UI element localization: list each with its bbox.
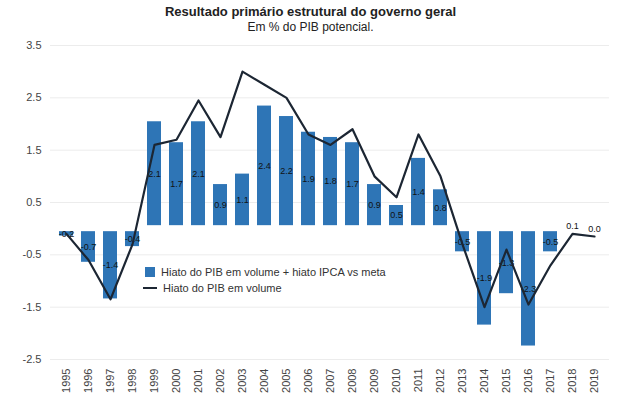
svg-text:1.9: 1.9 [302,174,315,184]
svg-text:-2.5: -2.5 [23,353,42,365]
svg-text:-0.2: -0.2 [58,228,75,239]
svg-text:2011: 2011 [412,369,424,393]
svg-text:1.8: 1.8 [324,176,337,186]
svg-text:2003: 2003 [236,369,248,393]
svg-text:2001: 2001 [192,369,204,393]
svg-text:2007: 2007 [324,369,336,393]
svg-text:2005: 2005 [280,369,292,393]
svg-text:2012: 2012 [434,369,446,393]
svg-text:-0.4: -0.4 [124,234,141,244]
svg-text:1997: 1997 [104,369,116,393]
svg-text:2017: 2017 [544,369,556,393]
svg-text:2.5: 2.5 [26,91,41,103]
svg-text:0.9: 0.9 [368,200,381,210]
html-text:Em % do PIB potencial.: Em % do PIB potencial. [247,20,374,34]
svg-text:0.5: 0.5 [390,210,403,220]
svg-text:2.1: 2.1 [192,169,205,179]
svg-text:-0.7: -0.7 [81,242,97,252]
svg-text:2000: 2000 [170,369,182,393]
svg-text:-0.5: -0.5 [23,248,42,260]
svg-text:2016: 2016 [522,369,534,393]
svg-text:1996: 1996 [82,369,94,393]
svg-text:2019: 2019 [588,369,600,393]
svg-text:2002: 2002 [214,369,226,393]
svg-text:-1.4: -1.4 [103,260,119,270]
svg-text:-2.3: -2.3 [520,283,537,294]
svg-text:2.1: 2.1 [148,169,161,179]
html-text:Resultado primário estrutural: Resultado primário estrutural do governo… [164,4,457,19]
svg-text:2014: 2014 [478,369,490,393]
svg-text:2018: 2018 [566,369,578,393]
svg-text:2015: 2015 [500,369,512,393]
svg-text:0.8: 0.8 [434,203,447,213]
svg-text:2008: 2008 [346,369,358,393]
svg-text:0.9: 0.9 [214,200,227,210]
svg-text:1.7: 1.7 [170,179,183,189]
svg-text:2013: 2013 [456,369,468,393]
html-text:Hiato do PIB em volume + hiato: Hiato do PIB em volume + hiato IPCA vs m… [161,266,386,278]
svg-text:2010: 2010 [390,369,402,393]
svg-text:2004: 2004 [258,369,270,393]
html-text:Hiato do PIB em volume: Hiato do PIB em volume [163,282,282,294]
svg-text:2.4: 2.4 [258,161,271,171]
svg-text:-1.5: -1.5 [23,301,42,313]
svg-text:0.0: 0.0 [588,224,601,234]
svg-text:2006: 2006 [302,369,314,393]
svg-text:-1.9: -1.9 [477,273,493,283]
svg-text:1.1: 1.1 [236,195,249,205]
svg-text:3.5: 3.5 [26,39,41,51]
svg-text:1.7: 1.7 [346,179,359,189]
svg-text:2009: 2009 [368,369,380,393]
svg-text:1.4: 1.4 [412,187,425,197]
svg-text:1999: 1999 [148,369,160,393]
svg-text:1998: 1998 [126,369,138,393]
svg-text:0.1: 0.1 [566,221,579,231]
svg-text:1995: 1995 [60,369,72,393]
svg-text:2.2: 2.2 [280,166,293,176]
svg-text:-0.5: -0.5 [454,236,471,247]
svg-text:0.5: 0.5 [26,196,41,208]
svg-text:-0.5: -0.5 [543,237,559,247]
svg-text:1.5: 1.5 [26,144,41,156]
